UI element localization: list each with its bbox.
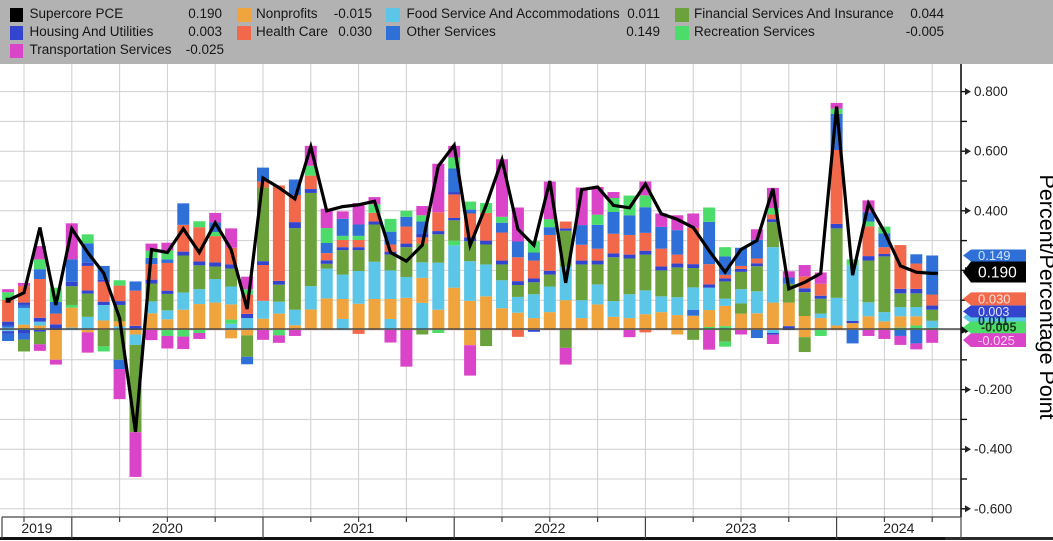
svg-text:2020: 2020 <box>152 520 183 536</box>
svg-text:0.149: 0.149 <box>978 248 1011 263</box>
svg-text:0.600: 0.600 <box>974 144 1008 159</box>
svg-text:-0.400: -0.400 <box>974 442 1012 457</box>
svg-text:-0.005: -0.005 <box>981 321 1016 335</box>
svg-text:0.003: 0.003 <box>978 305 1009 319</box>
svg-text:-0.025: -0.025 <box>978 333 1015 348</box>
svg-text:Percent/Percentage Point: Percent/Percentage Point <box>1035 174 1053 419</box>
svg-text:2022: 2022 <box>534 520 565 536</box>
svg-text:2021: 2021 <box>343 520 374 536</box>
svg-text:2023: 2023 <box>725 520 756 536</box>
svg-text:0.190: 0.190 <box>978 265 1017 282</box>
svg-text:0.400: 0.400 <box>974 203 1008 218</box>
svg-text:0.030: 0.030 <box>978 292 1011 307</box>
svg-text:-0.200: -0.200 <box>974 382 1012 397</box>
svg-text:-0.600: -0.600 <box>974 501 1012 516</box>
svg-text:2024: 2024 <box>883 520 914 536</box>
svg-text:2019: 2019 <box>21 520 52 536</box>
svg-text:0.800: 0.800 <box>974 84 1008 99</box>
